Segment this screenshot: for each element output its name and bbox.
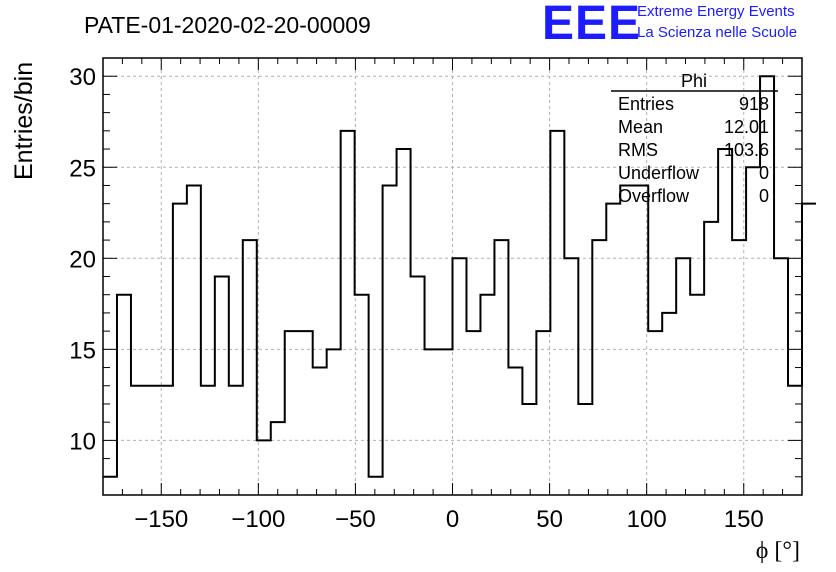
stats-label: Mean: [618, 117, 663, 137]
histogram-line: [103, 75, 816, 478]
x-tick-labels: −150 −100 −50 0 50 100 150: [134, 506, 764, 533]
eee-logo: EEE: [542, 0, 642, 50]
x-tick-label: 50: [536, 506, 563, 533]
logo-line-1: Extreme Energy Events: [637, 3, 795, 20]
stats-label: Underflow: [618, 163, 700, 183]
y-tick-label: 10: [69, 428, 96, 455]
stats-label: Entries: [618, 94, 674, 114]
logo-line-2: La Scienza nelle Scuole: [637, 24, 798, 41]
stats-value: 12.01: [724, 117, 769, 137]
stats-title: Phi: [681, 71, 707, 91]
y-tick-labels: 10 15 20 25 30: [69, 64, 96, 455]
stats-value: 0: [759, 186, 769, 206]
stats-value: 103.6: [724, 140, 769, 160]
x-tick-label: −100: [231, 506, 285, 533]
x-tick-label: −150: [134, 506, 188, 533]
stats-value: 0: [759, 163, 769, 183]
x-tick-label: 150: [724, 506, 764, 533]
stats-rows: Entries 918 Mean 12.01 RMS 103.6 Underflow 0 Ove…: [618, 94, 769, 206]
y-tick-label: 25: [69, 155, 96, 182]
y-tick-label: 30: [69, 64, 96, 91]
axis-ticks: [102, 57, 803, 496]
y-tick-label: 20: [69, 246, 96, 273]
x-tick-label: 100: [627, 506, 667, 533]
y-tick-label: 15: [69, 337, 96, 364]
x-tick-label: 0: [446, 506, 459, 533]
stats-label: RMS: [618, 140, 658, 160]
chart-title: PATE-01-2020-02-20-00009: [84, 12, 371, 38]
y-axis-title: Entries/bin: [10, 62, 38, 180]
stats-label: Overflow: [618, 186, 690, 206]
stats-box: Phi Entries 918 Mean 12.01 RMS 103.6 Underflow…: [611, 71, 778, 206]
x-tick-label: −50: [335, 506, 376, 533]
stats-value: 918: [739, 94, 769, 114]
x-axis-title: ϕ [°]: [756, 538, 800, 564]
